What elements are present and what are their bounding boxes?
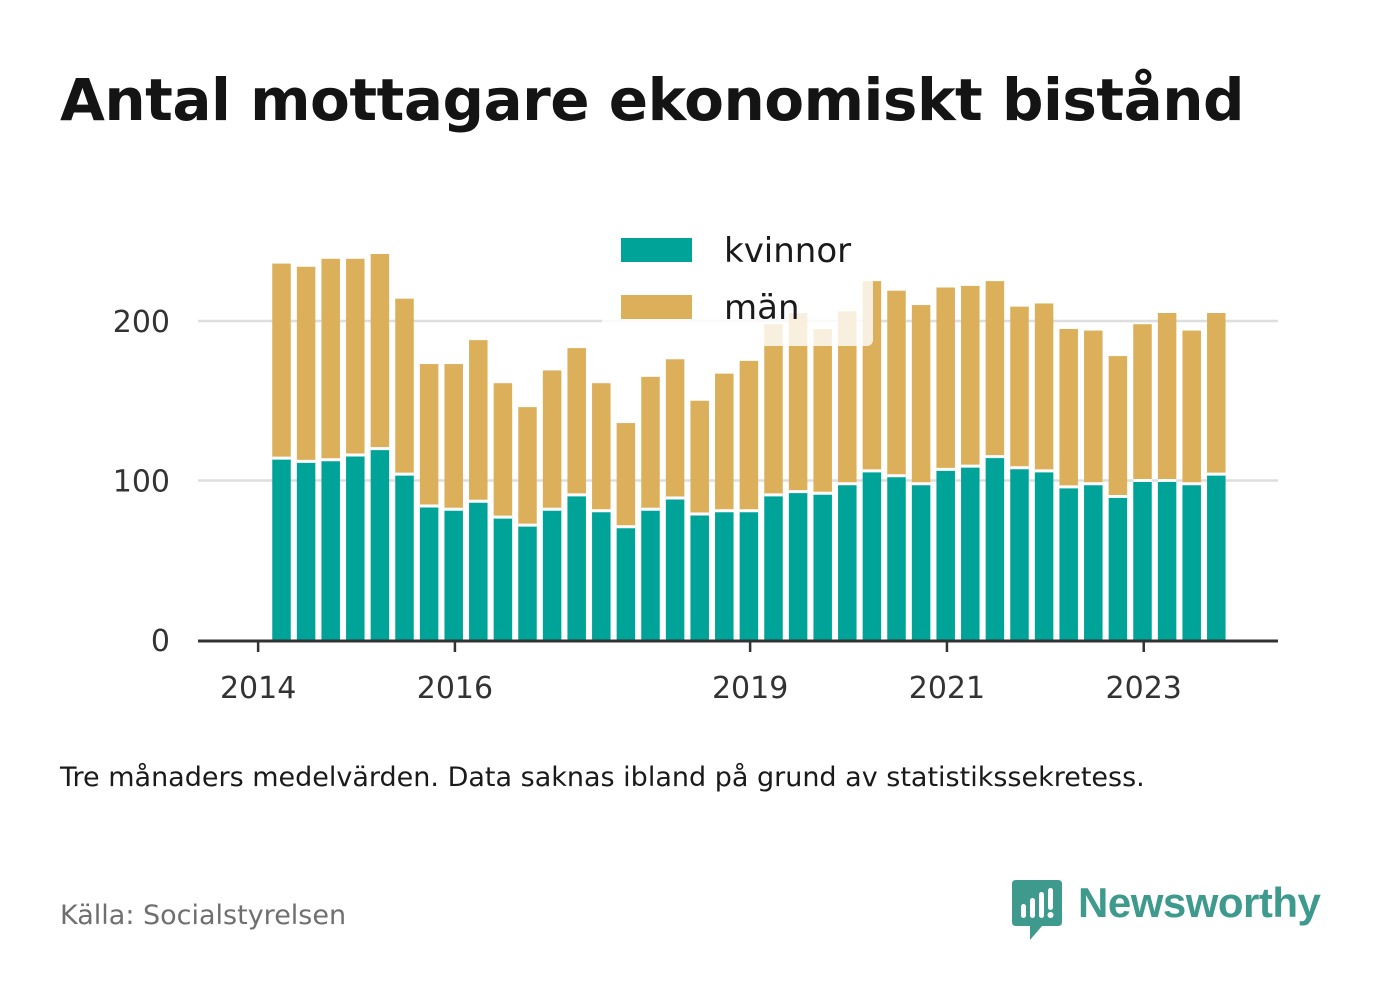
bar-man: [272, 263, 291, 459]
bar-man: [1084, 330, 1103, 484]
bar-kvinnor: [1059, 486, 1078, 640]
x-tick-label: 2023: [1106, 671, 1182, 706]
bar-man: [592, 383, 611, 511]
bar-man: [641, 376, 660, 510]
bar-kvinnor: [813, 493, 832, 640]
bar-kvinnor: [370, 448, 390, 640]
bar-man: [690, 400, 709, 514]
x-tick-label: 2019: [712, 671, 788, 706]
legend-swatch: [621, 238, 692, 262]
bar-kvinnor: [346, 454, 365, 640]
bar-kvinnor: [395, 474, 414, 640]
bar-man: [911, 305, 931, 484]
bar-kvinnor: [838, 483, 857, 640]
bar-man: [518, 407, 537, 526]
bar-man: [813, 328, 832, 494]
bar-man: [567, 348, 586, 495]
x-tick-label: 2021: [909, 671, 985, 706]
bar-kvinnor: [690, 513, 709, 640]
chart-note: Tre månaders medelvärden. Data saknas ib…: [60, 762, 1145, 793]
y-tick-label: 100: [113, 465, 170, 500]
bar-man: [665, 359, 685, 499]
bar-man: [1108, 356, 1128, 497]
bar-man: [444, 364, 463, 510]
bar-man: [493, 383, 513, 518]
chart-title: Antal mottagare ekonomiskt bistånd: [60, 66, 1245, 134]
bar-kvinnor: [296, 461, 316, 640]
bar-kvinnor: [1034, 470, 1054, 640]
bar-man: [1157, 313, 1177, 481]
bar-kvinnor: [1108, 496, 1128, 640]
brand-name: Newsworthy: [1078, 879, 1321, 926]
bar-kvinnor: [788, 491, 808, 640]
bar-kvinnor: [862, 470, 882, 640]
bar-kvinnor: [1182, 483, 1201, 640]
bars: [272, 254, 1226, 640]
bar-kvinnor: [764, 494, 783, 640]
bar-man: [936, 287, 955, 470]
bar-man: [370, 254, 390, 449]
brand-logo: Newsworthy: [1012, 879, 1321, 940]
bar-kvinnor: [936, 469, 955, 640]
bar-kvinnor: [985, 456, 1005, 640]
bar-kvinnor: [887, 475, 906, 640]
bar-kvinnor: [665, 498, 685, 640]
bar-man: [1010, 306, 1029, 468]
bar-man: [788, 313, 808, 492]
bar-man: [1207, 313, 1226, 475]
bar-man: [985, 281, 1005, 457]
bar-man: [887, 290, 906, 476]
bar-kvinnor: [272, 458, 291, 640]
bar-kvinnor: [739, 510, 759, 640]
source-text: Källa: Socialstyrelsen: [60, 900, 347, 931]
bar-man: [764, 324, 783, 495]
bar-kvinnor: [444, 509, 463, 640]
bar-kvinnor: [542, 509, 562, 640]
bar-man: [1059, 328, 1078, 487]
bar-man: [321, 258, 340, 460]
bar-kvinnor: [715, 510, 734, 640]
bar-man: [346, 258, 365, 455]
bar-man: [296, 266, 316, 462]
newsworthy-logo-icon: [1012, 880, 1062, 940]
bar-kvinnor: [641, 509, 660, 640]
legend: kvinnor män: [602, 222, 873, 346]
x-tick-label: 2014: [220, 671, 296, 706]
bar-kvinnor: [567, 494, 586, 640]
legend-swatch: [621, 295, 692, 319]
bar-kvinnor: [961, 466, 980, 640]
bar-man: [469, 340, 488, 502]
bar-man: [542, 370, 562, 510]
bar-kvinnor: [419, 506, 439, 640]
bar-kvinnor: [616, 526, 636, 640]
y-tick-label: 200: [113, 305, 170, 340]
bar-kvinnor: [518, 525, 537, 640]
bar-man: [838, 311, 857, 484]
bar-kvinnor: [911, 483, 931, 640]
axes: 0 100 200 2014 2016 2019 2021 2023: [113, 305, 1278, 706]
bar-kvinnor: [469, 501, 488, 640]
bar-man: [395, 298, 414, 475]
bar-man: [961, 285, 980, 467]
bar-man: [715, 373, 734, 511]
bar-man: [1133, 324, 1152, 481]
bar-man: [1182, 330, 1201, 484]
bar-man: [616, 423, 636, 527]
bar-man: [739, 360, 759, 511]
bar-kvinnor: [1010, 467, 1029, 640]
legend-label: kvinnor: [724, 231, 851, 271]
x-tick-label: 2016: [417, 671, 493, 706]
bar-kvinnor: [493, 517, 513, 640]
legend-label: män: [724, 288, 800, 328]
bar-man: [1034, 303, 1054, 471]
bar-kvinnor: [1084, 483, 1103, 640]
bar-kvinnor: [592, 510, 611, 640]
bar-kvinnor: [1133, 480, 1152, 640]
bar-kvinnor: [1207, 474, 1226, 640]
bar-kvinnor: [321, 459, 340, 640]
y-tick-label: 0: [151, 624, 170, 659]
bar-man: [419, 364, 439, 507]
bar-kvinnor: [1157, 480, 1177, 640]
